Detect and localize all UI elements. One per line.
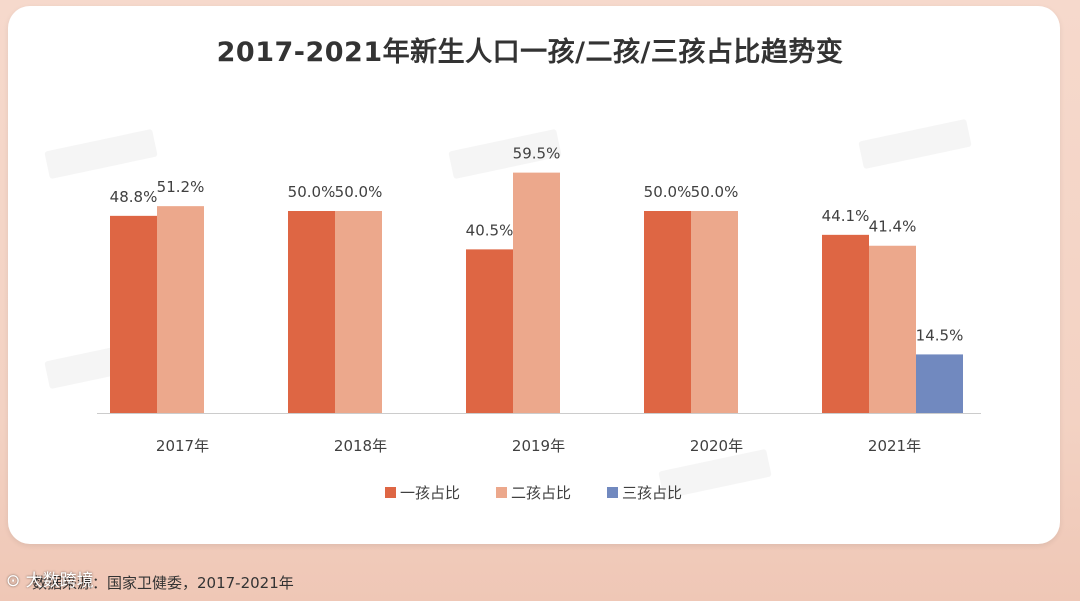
legend-label: 三孩占比 (622, 484, 682, 502)
bar (869, 245, 916, 413)
bar (644, 211, 691, 413)
data-label: 50.0% (288, 183, 336, 201)
data-label: 41.4% (869, 218, 917, 236)
x-tick-label: 2021年 (868, 437, 921, 455)
data-label: 50.0% (644, 183, 692, 201)
bar (691, 211, 738, 413)
data-label: 40.5% (466, 221, 514, 239)
bar (916, 354, 963, 413)
bar (513, 172, 560, 413)
data-label: 50.0% (335, 183, 383, 201)
bar (466, 249, 513, 413)
watermark-logo: ⊙ 大数跨境 (6, 566, 94, 591)
watermark-text: 大数跨境 (25, 571, 94, 591)
x-tick-label: 2019年 (512, 437, 565, 455)
legend-swatch (496, 487, 507, 498)
legend-swatch (385, 487, 396, 498)
legend-swatch (607, 487, 618, 498)
data-label: 50.0% (691, 183, 739, 201)
bar (157, 206, 204, 413)
bar (110, 215, 157, 413)
x-tick-label: 2020年 (690, 437, 743, 455)
bar (822, 234, 869, 413)
data-label: 51.2% (157, 178, 205, 196)
data-label: 48.8% (110, 188, 158, 206)
legend-label: 一孩占比 (400, 484, 460, 502)
chart-title: 2017-2021年新生人口一孩/二孩/三孩占比趋势变 (216, 37, 844, 68)
legend-label: 二孩占比 (511, 484, 571, 502)
bar (335, 211, 382, 413)
watermark-icon: ⊙ (6, 571, 21, 591)
x-tick-label: 2017年 (156, 437, 209, 455)
source-note: 数据来源：国家卫健委，2017-2021年 (32, 574, 294, 592)
x-tick-label: 2018年 (334, 437, 387, 455)
data-label: 59.5% (513, 145, 561, 163)
data-label: 44.1% (822, 207, 870, 225)
bar (288, 211, 335, 413)
data-label: 14.5% (916, 326, 964, 344)
